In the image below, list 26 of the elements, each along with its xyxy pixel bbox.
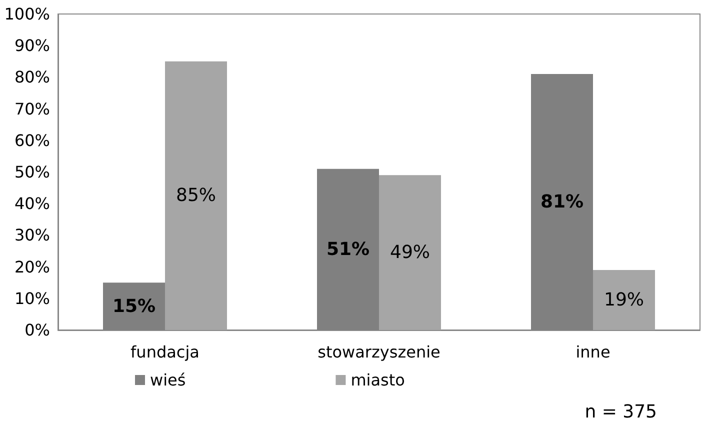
- legend-label: miasto: [350, 370, 405, 390]
- legend-label: wieś: [150, 370, 186, 390]
- y-tick-label: 20%: [14, 257, 50, 276]
- data-label: 15%: [112, 296, 156, 317]
- data-label: 49%: [390, 242, 430, 264]
- data-label: 81%: [540, 192, 584, 213]
- x-tick-label: inne: [576, 342, 610, 362]
- x-tick-label: fundacja: [130, 342, 200, 362]
- y-tick-label: 30%: [14, 226, 50, 245]
- data-label: 51%: [326, 238, 370, 260]
- y-tick-label: 0%: [24, 320, 50, 340]
- bar: [165, 61, 227, 330]
- text: n = 375: [584, 402, 658, 422]
- y-tick-label: 90%: [14, 36, 50, 56]
- x-tick-label: stowarzyszenie: [318, 342, 440, 362]
- y-tick-label: 10%: [14, 288, 50, 308]
- y-tick-label: 40%: [14, 194, 50, 214]
- data-label: 85%: [176, 185, 216, 206]
- y-tick-label: 100%: [4, 4, 50, 24]
- y-tick-label: 60%: [14, 130, 50, 150]
- data-label: 19%: [604, 289, 644, 310]
- bar: [593, 270, 655, 330]
- y-tick-label: 70%: [14, 99, 50, 118]
- y-tick-label: 50%: [14, 162, 50, 182]
- bar: [379, 175, 441, 330]
- y-tick-label: 80%: [14, 68, 50, 87]
